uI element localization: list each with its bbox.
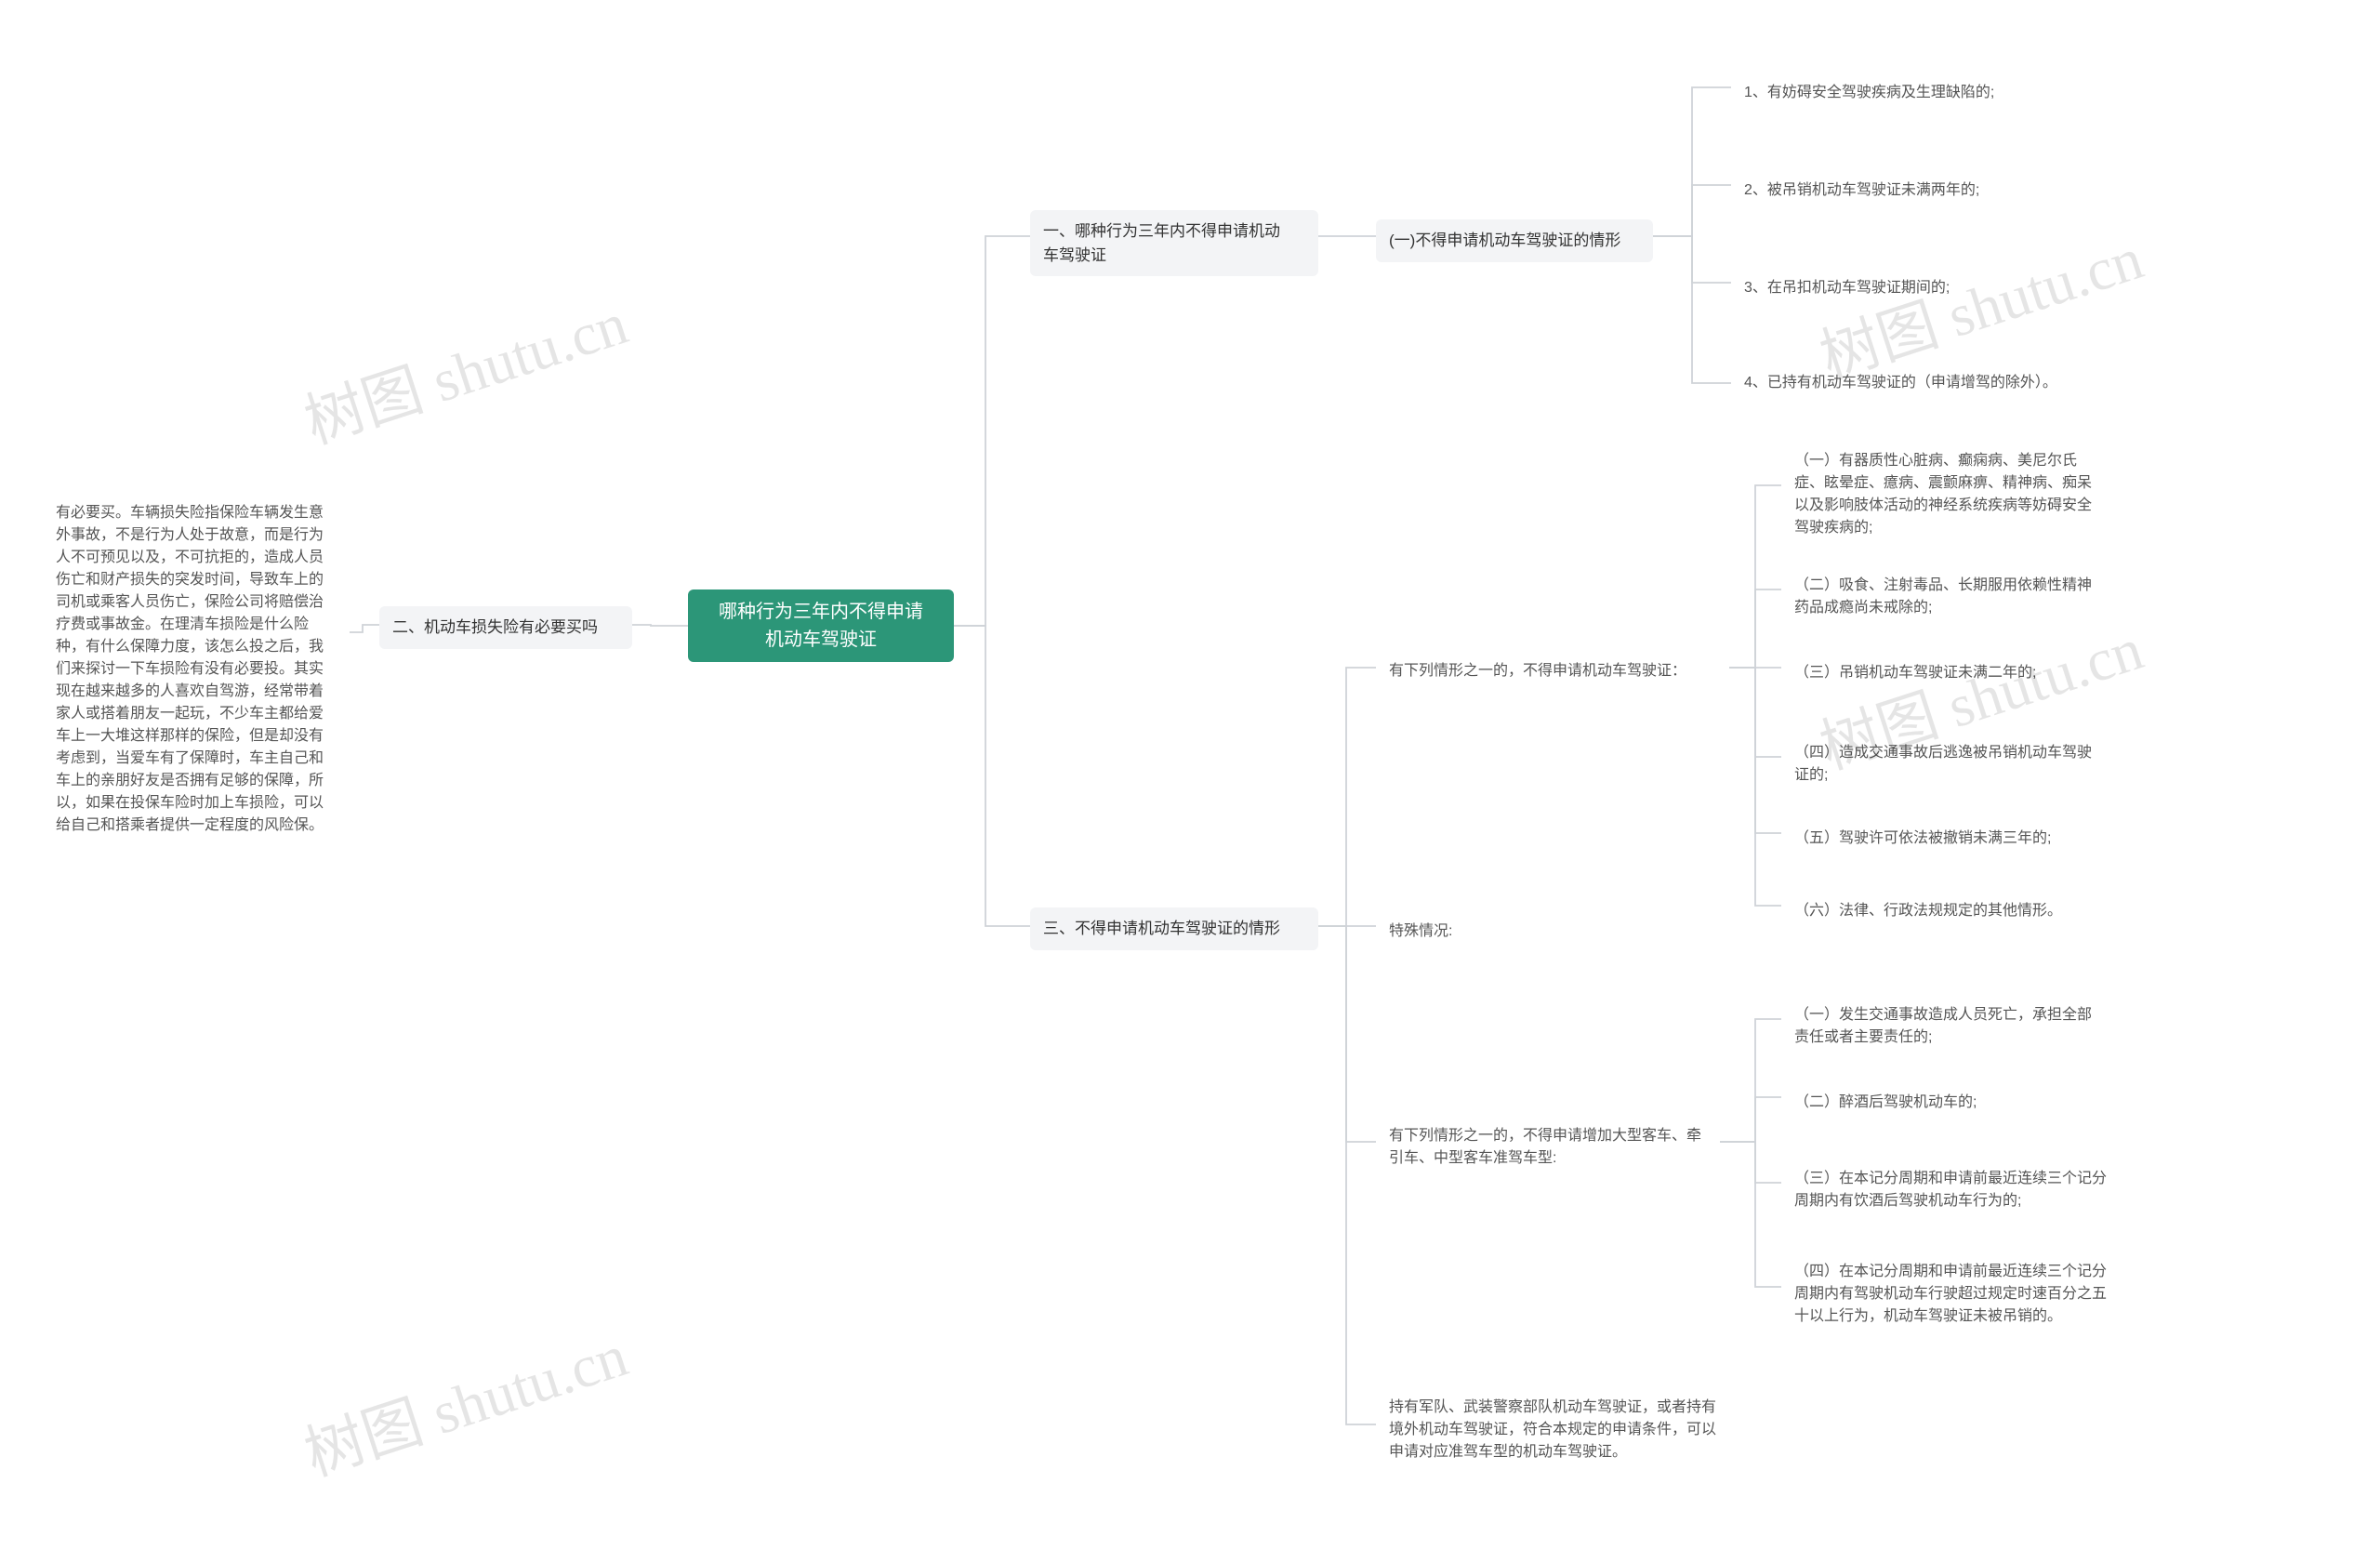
mindmap-node-b1_c1[interactable]: (一)不得申请机动车驾驶证的情形 [1376, 219, 1653, 262]
mindmap-node-b2_leaf[interactable]: 有必要买。车辆损失险指保险车辆发生意外事故，不是行为人处于故意，而是行为人不可预… [43, 493, 350, 846]
mindmap-node-c1_l6[interactable]: （六）法律、行政法规规定的其他情形。 [1781, 891, 2097, 932]
mindmap-node-c1_l5[interactable]: （五）驾驶许可依法被撤销未满三年的; [1781, 818, 2097, 859]
mindmap-node-b3_c2[interactable]: 特殊情况: [1376, 911, 1478, 952]
mindmap-node-c1_l2[interactable]: （二）吸食、注射毒品、长期服用依赖性精神药品成瘾尚未戒除的; [1781, 565, 2116, 629]
mindmap-node-b3[interactable]: 三、不得申请机动车驾驶证的情形 [1030, 907, 1318, 950]
mindmap-node-b3_c3[interactable]: 有下列情形之一的，不得申请增加大型客车、牵引车、中型客车准驾车型: [1376, 1116, 1720, 1179]
mindmap-node-b3_c4[interactable]: 持有军队、武装警察部队机动车驾驶证，或者持有境外机动车驾驶证，符合本规定的申请条… [1376, 1387, 1729, 1473]
mindmap-node-c3_l1[interactable]: （一）发生交通事故造成人员死亡，承担全部责任或者主要责任的; [1781, 995, 2116, 1058]
root-node[interactable]: 哪种行为三年内不得申请机动车驾驶证 [688, 589, 954, 662]
mindmap-node-b2[interactable]: 二、机动车损失险有必要买吗 [379, 606, 632, 649]
mindmap-node-b1_l1[interactable]: 1、有妨碍安全驾驶疾病及生理缺陷的; [1731, 73, 2047, 113]
watermark-2: 树图 shutu.cn [293, 1308, 637, 1492]
mindmap-node-b1[interactable]: 一、哪种行为三年内不得申请机动车驾驶证 [1030, 210, 1318, 276]
mindmap-node-b3_c1[interactable]: 有下列情形之一的，不得申请机动车驾驶证： [1376, 651, 1729, 692]
mindmap-node-c1_l4[interactable]: （四）造成交通事故后逃逸被吊销机动车驾驶证的; [1781, 733, 2116, 796]
mindmap-node-c3_l2[interactable]: （二）醉酒后驾驶机动车的; [1781, 1082, 2042, 1123]
watermark-0: 树图 shutu.cn [293, 276, 637, 460]
mindmap-node-c1_l3[interactable]: （三）吊销机动车驾驶证未满二年的; [1781, 653, 2088, 694]
mindmap-node-c3_l3[interactable]: （三）在本记分周期和申请前最近连续三个记分周期内有饮酒后驾驶机动车行为的; [1781, 1159, 2125, 1222]
mindmap-node-b1_l3[interactable]: 3、在吊扣机动车驾驶证期间的; [1731, 268, 2010, 309]
mindmap-node-b1_l2[interactable]: 2、被吊销机动车驾驶证未满两年的; [1731, 170, 2038, 211]
mindmap-node-c3_l4[interactable]: （四）在本记分周期和申请前最近连续三个记分周期内有驾驶机动车行驶超过规定时速百分… [1781, 1252, 2125, 1337]
mindmap-node-c1_l1[interactable]: （一）有器质性心脏病、癫痫病、美尼尔氏症、眩晕症、癔病、震颤麻痹、精神病、痴呆以… [1781, 441, 2116, 549]
mindmap-node-b1_l4[interactable]: 4、已持有机动车驾驶证的（申请增驾的除外）。 [1731, 361, 2073, 405]
